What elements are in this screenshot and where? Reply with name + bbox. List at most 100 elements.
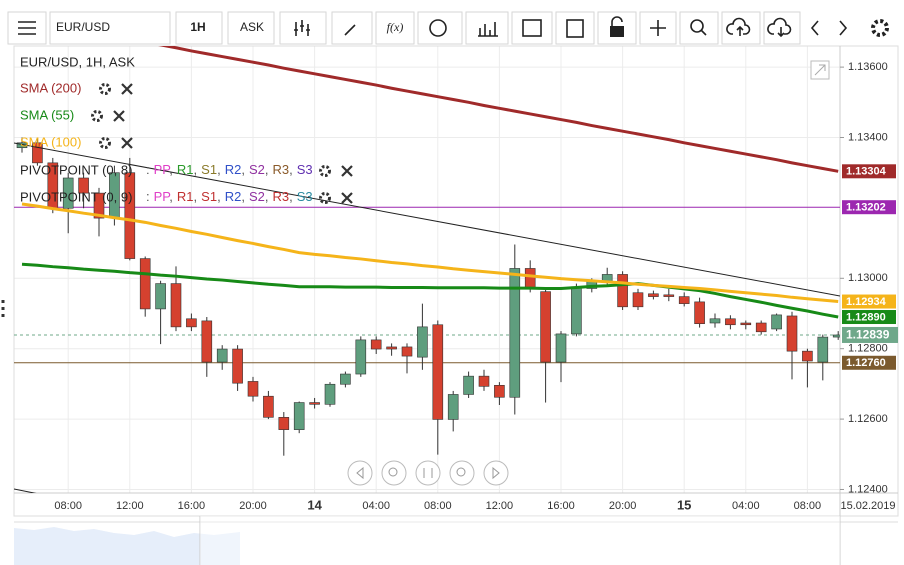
interval-button[interactable] — [175, 11, 223, 45]
candle-body — [509, 268, 521, 398]
candle-body — [417, 326, 428, 358]
candle-body — [232, 348, 243, 384]
nav-glyphs — [356, 466, 500, 480]
candle-body — [832, 334, 840, 338]
x-tick-label: 08:00 — [794, 500, 822, 512]
pen-icon — [344, 24, 356, 36]
pivot-lines: : PP, R1, S1, R2, S2, R3, S3 — [146, 189, 313, 204]
report-icon — [566, 19, 584, 38]
report-button[interactable] — [555, 11, 595, 45]
settings-icon[interactable] — [99, 137, 111, 149]
price-type-button[interactable] — [227, 11, 275, 45]
candle-body — [817, 336, 829, 363]
scroll-right[interactable] — [483, 460, 509, 486]
y-tick-label: 1.13400 — [848, 131, 888, 143]
candle-body — [32, 142, 43, 164]
zoom-handle — [700, 29, 707, 36]
remove-icon[interactable] — [121, 137, 133, 149]
grid-layer — [14, 46, 840, 493]
candle-body — [155, 283, 166, 310]
trend-line — [14, 488, 37, 493]
pivot-part: S2 — [249, 189, 265, 204]
price-label-box — [842, 310, 896, 325]
zoom-out-glyph — [388, 467, 398, 477]
zoom-in[interactable] — [449, 460, 475, 486]
legend-entry: SMA (200) — [20, 80, 81, 95]
pivot-name: PIVOTPOINT (0, 9) — [20, 189, 132, 204]
settings-icon[interactable] — [319, 165, 331, 177]
navigator — [14, 516, 898, 565]
symbol-input[interactable] — [49, 11, 171, 45]
pivot-part: R2 — [225, 162, 242, 177]
candle-body — [263, 395, 274, 418]
info-icon — [429, 19, 447, 37]
sma-line — [21, 202, 839, 304]
pivot-part: , — [217, 162, 221, 177]
remove-icon[interactable] — [341, 165, 353, 177]
settings-button[interactable] — [871, 19, 889, 37]
pivot-part: PP — [154, 189, 171, 204]
calendar-icon — [522, 19, 542, 37]
toolbar: EUR/USD 1H ASK f(x) — [7, 11, 889, 45]
legend: EUR/USD, 1H, ASK SMA (200) SMA (55) SMA (1… — [20, 54, 353, 204]
pivot-part: S3 — [297, 162, 313, 177]
scroll-left[interactable] — [347, 460, 373, 486]
calendar-button[interactable] — [511, 11, 553, 45]
pivot-part: , — [169, 162, 173, 177]
next-button[interactable] — [839, 20, 848, 36]
remove-icon[interactable] — [113, 110, 125, 122]
x-tick-label: 20:00 — [239, 500, 267, 512]
candle-body — [93, 192, 105, 219]
pivot-part: , — [265, 189, 269, 204]
x-tick-label: 04:00 — [732, 500, 760, 512]
zoom-in-glyph — [456, 467, 466, 477]
y-tick-label: 1.12800 — [848, 343, 888, 355]
candle-body — [802, 350, 813, 362]
pivot-part: , — [289, 162, 293, 177]
pivot-part: , — [265, 162, 269, 177]
remove-icon[interactable] — [121, 83, 133, 95]
lock-icon — [610, 26, 624, 37]
pivot-part: R1 — [177, 189, 194, 204]
zoom-button[interactable] — [679, 11, 719, 45]
reset[interactable] — [415, 460, 441, 486]
download-button[interactable] — [763, 11, 801, 45]
crosshair-icon — [650, 20, 666, 36]
pivot-part: PP — [154, 162, 171, 177]
settings-icon[interactable] — [91, 110, 103, 122]
menu-icon — [18, 21, 36, 35]
price-label-box — [842, 200, 896, 215]
indicator-button[interactable] — [465, 11, 509, 45]
pivot-part: , — [194, 189, 198, 204]
date-label: 15.02.2019 — [840, 500, 895, 512]
candle-body — [725, 318, 736, 326]
settings-icon[interactable] — [99, 83, 111, 95]
sma-line — [21, 262, 839, 319]
candle-body — [324, 383, 336, 405]
candle-body — [170, 283, 182, 328]
remove-icon[interactable] — [341, 192, 353, 204]
pivot-part: R1 — [177, 162, 194, 177]
prev-button[interactable] — [810, 20, 819, 36]
price-type: ASK — [240, 20, 264, 34]
x-tick-label: 20:00 — [609, 500, 637, 512]
y-tick-label: 1.13000 — [848, 272, 888, 284]
candle-body — [447, 394, 459, 420]
pivot-part: , — [289, 189, 293, 204]
chart-frame — [13, 45, 899, 517]
settings-icon[interactable] — [319, 192, 331, 204]
chart-type-button[interactable] — [279, 11, 327, 45]
price-label: 1.12934 — [846, 296, 887, 308]
info-button[interactable] — [417, 11, 463, 45]
zoom-out[interactable] — [381, 460, 407, 486]
download-icon — [767, 17, 792, 38]
candle-body — [478, 375, 490, 387]
navigator-window[interactable] — [200, 516, 840, 565]
function-button[interactable] — [375, 11, 415, 45]
price-label-box — [842, 294, 896, 309]
pivot-part: , — [241, 162, 245, 177]
plot-layer — [14, 46, 840, 456]
pivot-part: : — [146, 162, 150, 177]
candle-body — [771, 314, 782, 330]
